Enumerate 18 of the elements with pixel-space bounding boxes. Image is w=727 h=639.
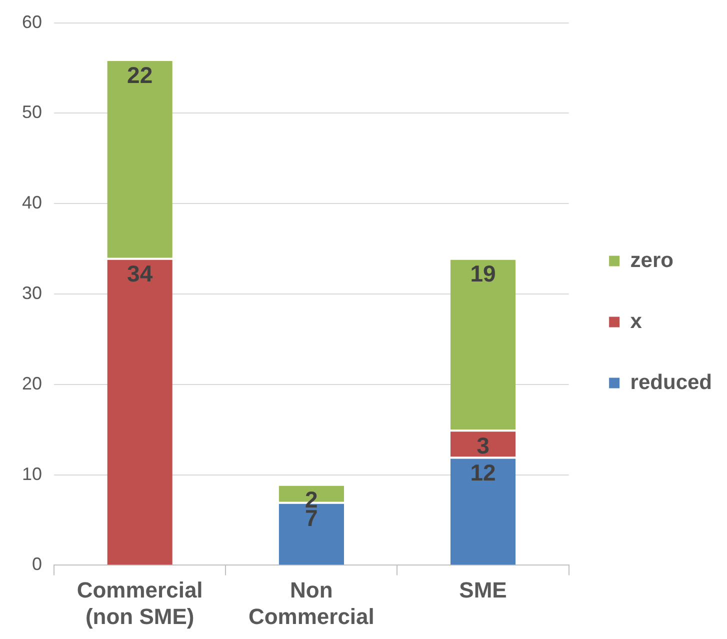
y-tick-label: 20	[22, 373, 42, 394]
y-tick-label: 0	[32, 554, 42, 574]
data-label: 3	[476, 432, 490, 458]
y-tick-label: 50	[22, 102, 42, 122]
data-label: 19	[470, 260, 496, 287]
data-label: 22	[127, 62, 153, 88]
legend-label: reduced	[630, 370, 712, 394]
data-label: 34	[127, 260, 153, 287]
legend-label: x	[630, 310, 642, 333]
data-label: 12	[470, 460, 496, 486]
x-tick-label: SME	[459, 577, 507, 602]
x-tick-label: Non Commercial	[248, 577, 374, 629]
legend-label: zero	[630, 248, 674, 272]
y-tick-label: 30	[22, 282, 42, 303]
y-tick-label: 40	[22, 192, 42, 213]
x-tick-label: Commercial (non SME)	[76, 577, 203, 629]
y-tick-label: 60	[22, 12, 42, 32]
y-tick-label: 10	[22, 464, 42, 484]
